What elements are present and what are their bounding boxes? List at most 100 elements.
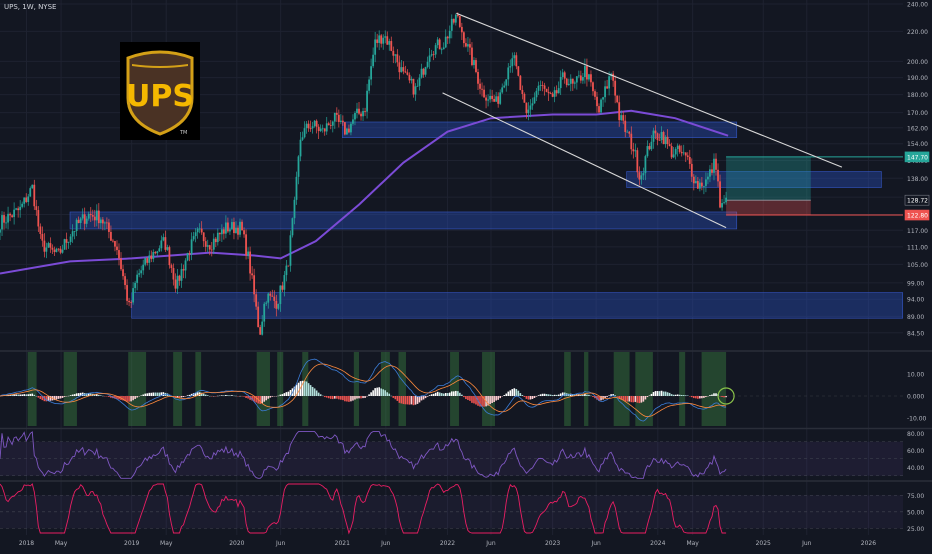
- last-price-tag: 128.72: [905, 195, 929, 205]
- candle-body: [148, 255, 150, 262]
- candle-body: [330, 125, 332, 126]
- candle-body: [1, 215, 3, 229]
- macd-histogram-bar: [397, 396, 399, 401]
- candle-body: [306, 124, 308, 128]
- stop-price-tag: 122.80: [905, 210, 929, 220]
- candle-body: [421, 69, 423, 78]
- candle-body: [362, 111, 364, 116]
- candle-body: [312, 126, 314, 128]
- candle-body: [683, 152, 685, 153]
- candle-body: [41, 234, 43, 241]
- candle-body: [425, 67, 427, 75]
- candle-body: [177, 276, 179, 289]
- macd-histogram-bar: [344, 396, 346, 401]
- macd-histogram-bar: [306, 381, 308, 396]
- candle-body: [37, 210, 39, 226]
- candle-body: [501, 87, 503, 92]
- candle-body: [721, 203, 723, 207]
- candle-body: [404, 71, 406, 72]
- candle: [439, 38, 441, 49]
- candle-body: [128, 301, 130, 302]
- candle-body: [156, 251, 158, 253]
- candle-body: [594, 91, 596, 97]
- macd-histogram-bar: [27, 394, 29, 396]
- candle-body: [80, 218, 82, 223]
- macd-histogram-bar: [467, 396, 469, 400]
- candle-body: [106, 222, 108, 223]
- candle-body: [29, 188, 31, 196]
- macd-histogram-bar: [667, 392, 669, 396]
- candle-body: [465, 43, 467, 46]
- candle-body: [376, 39, 378, 43]
- indicator-tick-label: 50.00: [907, 509, 924, 516]
- price-tick-label: 162.00: [907, 125, 928, 132]
- candle-body: [356, 109, 358, 113]
- time-tick-label: 2020: [229, 540, 244, 547]
- indicator-tick-label: 10.00: [907, 372, 924, 379]
- candle-body: [725, 198, 727, 203]
- candle-body: [685, 152, 687, 155]
- macd-histogram-bar: [528, 396, 530, 400]
- candle-body: [485, 98, 487, 101]
- macd-histogram-bar: [286, 392, 288, 396]
- macd-histogram-bar: [312, 387, 314, 396]
- candle-body: [402, 67, 404, 71]
- candle-body: [449, 31, 451, 38]
- candle-body: [76, 220, 78, 231]
- candle-body: [62, 250, 64, 253]
- candle-body: [302, 137, 304, 139]
- macd-histogram-bar: [423, 396, 425, 399]
- macd-histogram-bar: [314, 388, 316, 396]
- candle-body: [72, 231, 74, 236]
- macd-histogram-bar: [320, 394, 322, 396]
- candle-body: [699, 183, 701, 189]
- time-tick-label: Jun: [801, 540, 812, 547]
- candle-body: [390, 41, 392, 51]
- candle-body: [86, 219, 88, 224]
- candle-body: [423, 69, 425, 75]
- bullish-highlight-band: [564, 352, 571, 426]
- indicator-tick-label: 25.00: [907, 526, 924, 533]
- symbol-label[interactable]: UPS, 1W, NYSE: [4, 3, 56, 11]
- candle-body: [233, 222, 235, 233]
- candle-body: [588, 74, 590, 79]
- candle-body: [691, 164, 693, 177]
- candle-body: [342, 121, 344, 122]
- candle-body: [497, 96, 499, 104]
- macd-histogram-bar: [354, 396, 356, 400]
- macd-histogram-bar: [455, 391, 457, 396]
- candle-body: [68, 242, 70, 243]
- macd-histogram-bar: [643, 396, 645, 402]
- macd-histogram-bar: [493, 396, 495, 402]
- candle: [292, 217, 294, 237]
- macd-histogram-bar: [368, 394, 370, 396]
- candle-body: [636, 150, 638, 172]
- candle-body: [645, 156, 647, 173]
- candle-body: [370, 66, 372, 79]
- candle-body: [366, 91, 368, 112]
- candle-body: [419, 78, 421, 86]
- candle-body: [136, 275, 138, 283]
- macd-histogram-bar: [17, 395, 19, 396]
- macd-histogram-bar: [431, 394, 433, 396]
- bullish-highlight-band: [584, 352, 588, 426]
- candle-body: [592, 82, 594, 91]
- macd-histogram-bar: [25, 394, 27, 396]
- candle-body: [632, 149, 634, 151]
- logo-wordmark: UPS: [126, 79, 194, 114]
- candle-body: [245, 234, 247, 255]
- candle-body: [703, 186, 705, 187]
- candle-body: [281, 286, 283, 290]
- candle-body: [481, 89, 483, 90]
- macd-histogram-bar: [261, 396, 263, 403]
- candle-body: [477, 72, 479, 84]
- macd-histogram-bar: [360, 396, 362, 398]
- macd-histogram-bar: [651, 394, 653, 396]
- macd-histogram-bar: [645, 396, 647, 399]
- candle: [517, 66, 519, 76]
- candle-body: [292, 218, 294, 235]
- candle-body: [288, 266, 290, 267]
- candle-body: [550, 93, 552, 94]
- candle-body: [707, 177, 709, 180]
- price-tick-label: 84.50: [907, 330, 924, 337]
